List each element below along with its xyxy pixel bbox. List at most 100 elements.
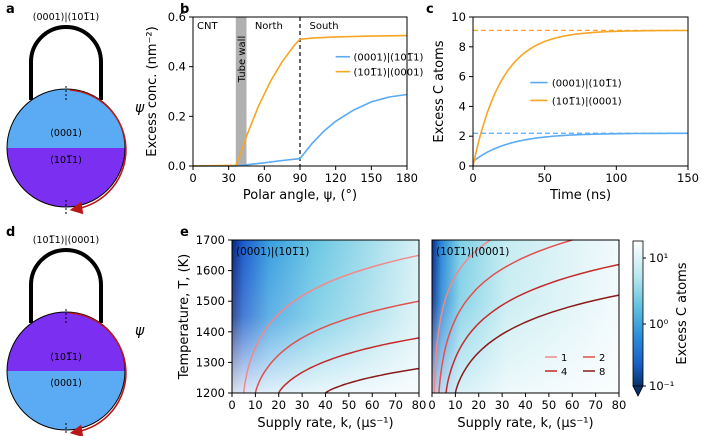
x-tick-b-label-30: 30 <box>221 171 236 185</box>
panel-a-top-label: (0001)|(101̅1) <box>33 12 99 23</box>
chart-c: 0 50 100 150 0 2 4 6 8 10 Time (ns) Excess C ato… <box>432 10 699 203</box>
legend-label-e-1: 1 <box>561 353 567 364</box>
chart-e: (0001)|(101̅1) (101̅1)|(0001) 0 10 20 30 40 5… <box>177 233 690 431</box>
psi-symbol: ψ <box>135 100 145 116</box>
subplot-title-e1: (0001)|(101̅1) <box>236 246 309 258</box>
y-ticks-b: 0.0 0.2 0.4 0.6 <box>168 10 193 173</box>
colorbar <box>632 240 644 387</box>
upper-facet-region <box>7 89 125 148</box>
y-tick-c-label-6: 6 <box>459 70 466 84</box>
y-tick-b-label-0.0: 0.0 <box>168 159 186 173</box>
x-tick-b-label-0: 0 <box>189 171 196 185</box>
x-tick-c-label-50: 50 <box>537 171 552 185</box>
x-tick-e2-label-70: 70 <box>588 398 603 412</box>
x-tick-e1-label-70: 70 <box>388 398 403 412</box>
x-ticks-e2: 0 10 20 30 40 50 60 70 80 <box>428 393 626 412</box>
region-label-south: South <box>310 21 339 32</box>
y-tick-b-label-0.6: 0.6 <box>168 10 186 24</box>
contour-e1-level-8 <box>324 367 420 394</box>
psi-arc-arrow <box>69 89 127 215</box>
axes-frame-c <box>472 16 689 167</box>
legend-label-e-4: 4 <box>561 367 567 378</box>
panel-letter-c: c <box>426 2 434 17</box>
y-ticks-e: 1200 1300 1400 1500 1600 1700 <box>196 233 232 400</box>
series-line-b-0001 <box>193 93 408 167</box>
contours-e2 <box>433 239 620 394</box>
legend-label-c-1: (101̅1)|(0001) <box>552 96 622 107</box>
chart-b: Tube wall CNT North South 0 30 60 90 120 150 1… <box>145 10 423 203</box>
legend-b: (0001)|(101̅1) (101̅1)|(0001) <box>335 53 424 79</box>
nanoparticle-outline <box>6 88 126 208</box>
contour-e1-level-4 <box>278 337 420 394</box>
series-line-c-0001 <box>472 132 688 163</box>
panel-d-diagram: (101̅1)|(0001) (101̅1) (0001) ψ <box>6 235 145 436</box>
x-axis-label-e2: Supply rate, k, (μs⁻¹) <box>457 416 593 431</box>
y-tick-e-label-1400: 1400 <box>196 325 225 339</box>
contour-e2-level-1 <box>433 239 491 394</box>
region-label-cnt: CNT <box>197 21 218 32</box>
y-tick-c-label-8: 8 <box>459 40 466 54</box>
y-axis-label-e: Temperature, T, (K) <box>177 254 192 381</box>
y-tick-b-label-0.2: 0.2 <box>168 109 186 123</box>
x-tick-e2-label-0: 0 <box>428 398 435 412</box>
x-tick-e2-label-20: 20 <box>471 398 486 412</box>
x-axis-label-c: Time (ns) <box>549 188 611 203</box>
y-axis-label-b: Excess conc. (nm⁻²) <box>145 26 160 156</box>
contour-e1-level-1 <box>242 254 420 394</box>
heatmap-e1-shade <box>232 240 419 393</box>
x-tick-e2-label-10: 10 <box>448 398 463 412</box>
y-tick-b-label-0.4: 0.4 <box>168 60 186 74</box>
contours-e1 <box>242 254 420 394</box>
legend-e: 1 2 4 8 <box>545 353 605 378</box>
upper-facet-label-d: (101̅1) <box>50 352 82 363</box>
x-tick-b-label-90: 90 <box>293 171 308 185</box>
psi-symbol-d: ψ <box>135 323 145 339</box>
x-axis-label-e1: Supply rate, k, (μs⁻¹) <box>257 416 393 431</box>
x-tick-e1-label-40: 40 <box>318 398 333 412</box>
legend-label-e-8: 8 <box>599 367 605 378</box>
x-tick-b-label-150: 150 <box>360 171 382 185</box>
x-tick-e2-label-40: 40 <box>518 398 533 412</box>
contour-e2-level-2 <box>438 239 573 394</box>
series-line-b-1011 <box>192 34 408 167</box>
x-tick-e1-label-0: 0 <box>228 398 235 412</box>
panel-letter-b: b <box>180 2 189 17</box>
x-tick-e1-label-30: 30 <box>295 398 310 412</box>
cnt-arch <box>29 25 103 100</box>
subplot-title-e2: (101̅1)|(0001) <box>436 246 509 258</box>
panel-d-top-label: (101̅1)|(0001) <box>33 235 99 246</box>
x-tick-e1-label-80: 80 <box>412 398 427 412</box>
legend-c: (0001)|(101̅1) (101̅1)|(0001) <box>530 79 622 107</box>
region-label-north: North <box>255 21 283 32</box>
y-tick-e-label-1700: 1700 <box>196 233 225 247</box>
colorbar-ticks: 10¹ 10⁰ 10⁻¹ <box>643 251 674 393</box>
panel-letter-a: a <box>6 2 15 17</box>
y-tick-c-label-10: 10 <box>451 10 466 24</box>
y-ticks-c: 0 2 4 6 8 10 <box>451 10 473 173</box>
x-tick-b-label-180: 180 <box>396 171 418 185</box>
colorbar-tick-label-0: 10¹ <box>649 251 668 265</box>
x-tick-e2-label-50: 50 <box>542 398 557 412</box>
x-tick-c-label-0: 0 <box>469 171 476 185</box>
x-tick-e2-label-80: 80 <box>612 398 627 412</box>
y-tick-e-label-1200: 1200 <box>196 386 225 400</box>
legend-label-e-2: 2 <box>599 353 605 364</box>
psi-arc-arrow-d <box>69 312 127 436</box>
contour-e1-level-2 <box>254 300 420 394</box>
colorbar-label: Excess C atoms <box>675 262 690 364</box>
nanoparticle-outline-d <box>6 311 126 431</box>
y-tick-e-label-1300: 1300 <box>196 355 225 369</box>
legend-label-c-0: (0001)|(101̅1) <box>552 79 622 90</box>
contour-e2-level-4 <box>445 263 620 394</box>
lower-facet-label: (101̅1) <box>50 155 82 166</box>
panel-letter-d: d <box>6 225 15 240</box>
tube-wall-band <box>235 17 247 166</box>
x-tick-c-label-100: 100 <box>605 171 627 185</box>
series-line-c-1011 <box>472 29 688 167</box>
x-tick-e1-label-10: 10 <box>248 398 263 412</box>
legend-label-b-1: (101̅1)|(0001) <box>354 68 424 79</box>
cnt-arch-d <box>29 248 103 323</box>
x-tick-b-label-120: 120 <box>325 171 347 185</box>
panel-a-diagram: (0001)|(101̅1) (0001) (101̅1) ψ <box>6 12 145 215</box>
